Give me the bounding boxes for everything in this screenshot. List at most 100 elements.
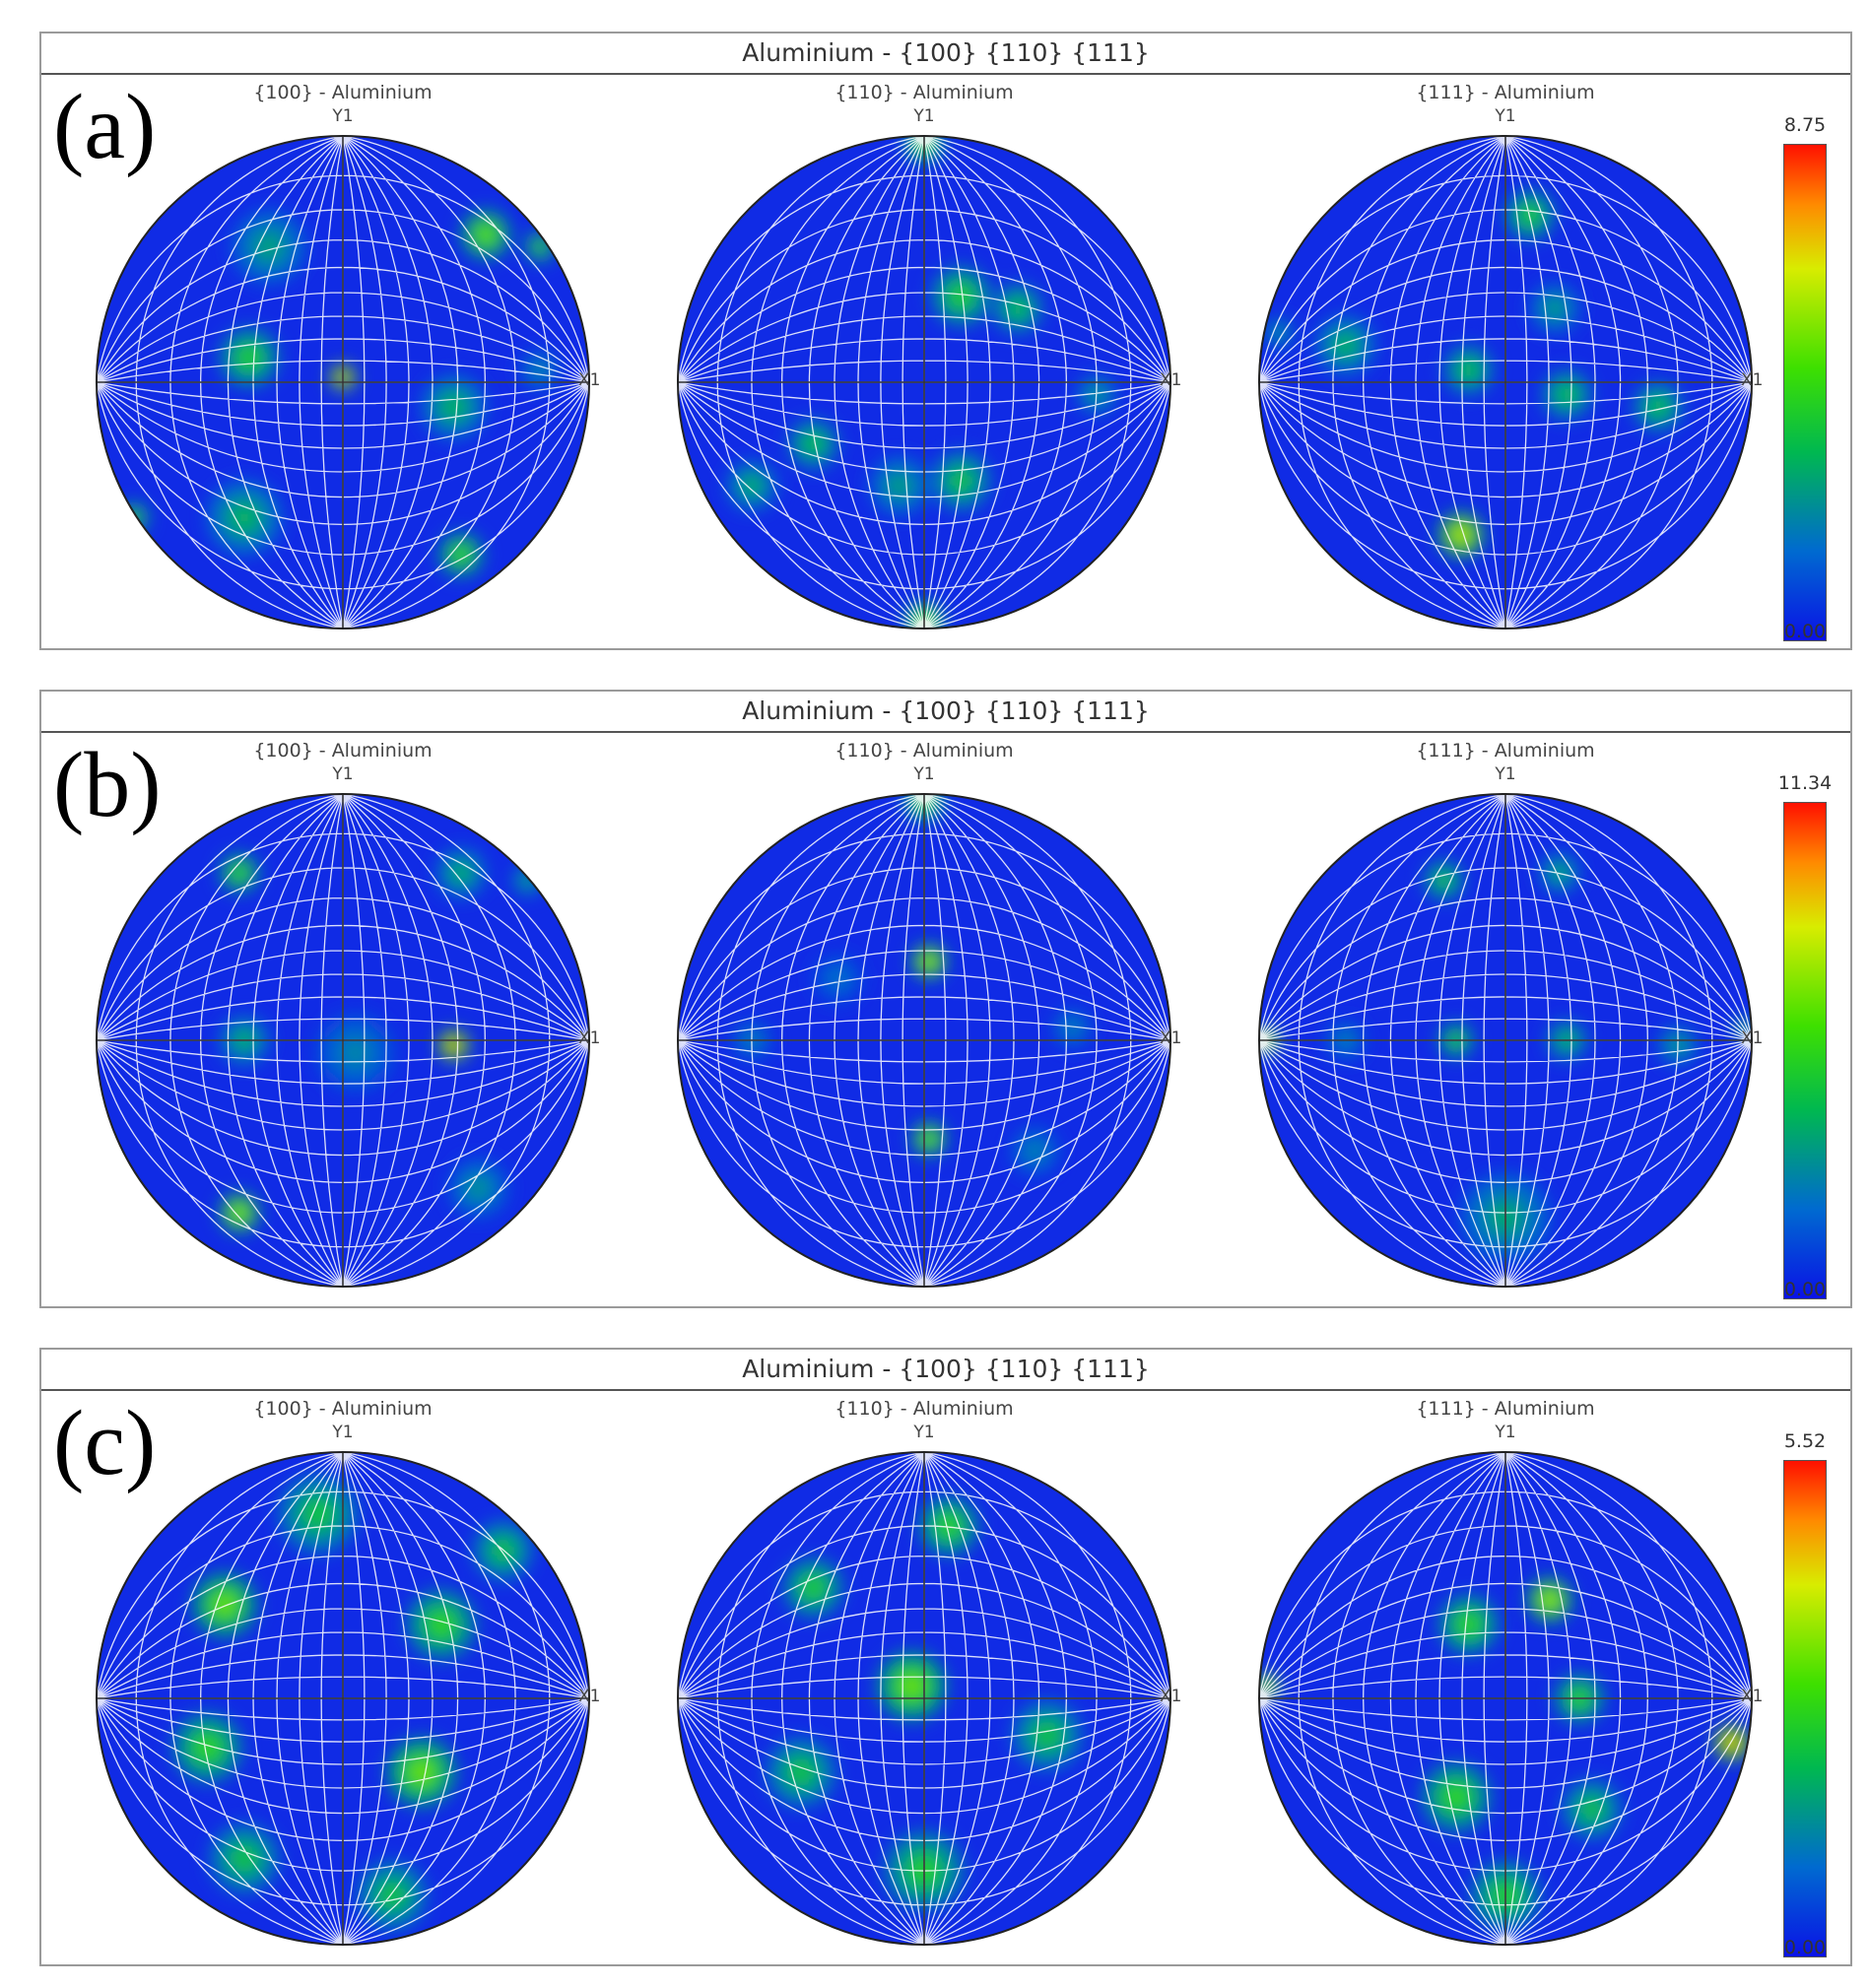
- color-scale-max: 11.34: [1777, 772, 1833, 794]
- intensity-peak: [192, 1572, 257, 1637]
- reference-axes: [97, 136, 589, 629]
- reference-axes: [678, 794, 1170, 1287]
- intensity-peak: [1438, 512, 1484, 558]
- intensity-peak: [448, 1159, 508, 1218]
- color-scale-max: 5.52: [1783, 1430, 1827, 1452]
- y1-axis-label: Y1: [1495, 764, 1516, 784]
- pole-figure-outline: [677, 1451, 1171, 1946]
- x1-axis-label: X1: [1741, 1028, 1764, 1048]
- pole-figure-outline: [677, 793, 1171, 1288]
- intensity-peak: [1422, 1762, 1491, 1831]
- intensity-peak: [438, 532, 484, 577]
- x1-axis-label: X1: [578, 1687, 601, 1706]
- pole-figure-title-100: {100} - Aluminium: [253, 740, 433, 762]
- pole-figure-100: [92, 131, 594, 637]
- x1-axis-label: X1: [1160, 1028, 1182, 1048]
- intensity-peak: [1505, 190, 1555, 239]
- y1-axis-label: Y1: [913, 1423, 935, 1442]
- pole-figure-110: [673, 131, 1175, 637]
- pole-figure-title-111: {111} - Aluminium: [1416, 1398, 1595, 1420]
- panel-label: (a): [53, 76, 157, 178]
- intensity-peak: [911, 944, 947, 979]
- reference-axes: [678, 1452, 1170, 1945]
- color-scale-min: 0.00: [1783, 1937, 1827, 1958]
- x1-axis-label: X1: [1160, 1687, 1182, 1706]
- pole-figure-100: [92, 1447, 594, 1954]
- intensity-peak: [207, 481, 282, 555]
- intensity-peak: [315, 1013, 395, 1093]
- intensity-peak: [931, 266, 991, 326]
- color-scale-max: 8.75: [1783, 114, 1827, 136]
- pole-figure-outline: [1258, 135, 1753, 630]
- intensity-peak: [788, 419, 838, 469]
- pole-figure-title-100: {100} - Aluminium: [253, 1398, 433, 1420]
- y1-axis-label: Y1: [332, 106, 354, 126]
- pole-figure-outline: [96, 135, 590, 630]
- reference-axes: [97, 1452, 589, 1945]
- x1-axis-label: X1: [1741, 370, 1764, 390]
- intensity-peak: [783, 1557, 843, 1618]
- intensity-peak: [279, 1474, 358, 1554]
- pole-figure-title-110: {110} - Aluminium: [835, 1398, 1014, 1420]
- pole-figure-title-111: {111} - Aluminium: [1416, 740, 1595, 762]
- reference-axes: [1259, 794, 1752, 1287]
- pole-figure-110: [673, 789, 1175, 1295]
- y1-axis-label: Y1: [913, 106, 935, 126]
- reference-axes: [97, 794, 589, 1287]
- y1-axis-label: Y1: [1495, 1423, 1516, 1442]
- panel-label: (b): [53, 734, 162, 836]
- pole-figure-title-111: {111} - Aluminium: [1416, 82, 1595, 103]
- intensity-peak: [220, 853, 259, 893]
- y1-axis-label: Y1: [332, 1423, 354, 1442]
- pole-figure-title-110: {110} - Aluminium: [835, 82, 1014, 103]
- intensity-peak: [1052, 1008, 1092, 1048]
- color-scale-bar: [1783, 1460, 1827, 1957]
- y1-axis-label: Y1: [332, 764, 354, 784]
- color-scale-min: 0.00: [1783, 621, 1827, 642]
- intensity-peak: [1264, 318, 1294, 348]
- intensity-peak: [407, 1590, 476, 1659]
- intensity-peak: [870, 456, 929, 515]
- x1-axis-label: X1: [1160, 370, 1182, 390]
- intensity-peak: [1010, 1126, 1060, 1176]
- reference-axes: [1259, 1452, 1752, 1945]
- intensity-peak: [1530, 284, 1579, 333]
- y1-axis-label: Y1: [1495, 106, 1516, 126]
- pole-figure-title-100: {100} - Aluminium: [253, 82, 433, 103]
- pole-figure-outline: [1258, 1451, 1753, 1946]
- intensity-peak: [438, 1030, 469, 1060]
- pole-figure-outline: [96, 793, 590, 1288]
- pole-figure-111: [1254, 789, 1757, 1295]
- intensity-peak: [1443, 345, 1494, 395]
- intensity-peak: [220, 1193, 259, 1232]
- x1-axis-label: X1: [578, 370, 601, 390]
- intensity-peak: [461, 210, 510, 259]
- reference-axes: [1259, 136, 1752, 629]
- panel-title: Aluminium - {100} {110} {111}: [41, 33, 1850, 75]
- pole-figure-outline: [677, 135, 1171, 630]
- reference-axes: [678, 136, 1170, 629]
- panel-title: Aluminium - {100} {110} {111}: [41, 692, 1850, 733]
- intensity-peak: [727, 461, 776, 510]
- panel-label: (c): [53, 1392, 157, 1494]
- pole-figure-111: [1254, 1447, 1757, 1954]
- y1-axis-label: Y1: [913, 764, 935, 784]
- intensity-peak: [1542, 369, 1592, 420]
- panel-a: Aluminium - {100} {110} {111} (a) {100} …: [39, 32, 1852, 650]
- intensity-peak: [813, 954, 863, 1004]
- pole-figure-title-110: {110} - Aluminium: [835, 740, 1014, 762]
- intensity-peak: [877, 1651, 947, 1721]
- pole-figure-110: [673, 1447, 1175, 1954]
- intensity-peak: [525, 232, 555, 262]
- pole-figure-111: [1254, 131, 1757, 637]
- intensity-peak: [172, 1713, 242, 1782]
- intensity-peak: [919, 1496, 978, 1556]
- pole-figure-outline: [96, 1451, 590, 1946]
- panel-b: Aluminium - {100} {110} {111} (b) {100} …: [39, 690, 1852, 1308]
- color-scale-bar: [1783, 144, 1827, 641]
- pole-figure-100: [92, 789, 594, 1295]
- pole-figure-outline: [1258, 793, 1753, 1288]
- x1-axis-label: X1: [578, 1028, 601, 1048]
- color-scale-bar: [1783, 802, 1827, 1299]
- panel-c: Aluminium - {100} {110} {111} (c) {100} …: [39, 1348, 1852, 1966]
